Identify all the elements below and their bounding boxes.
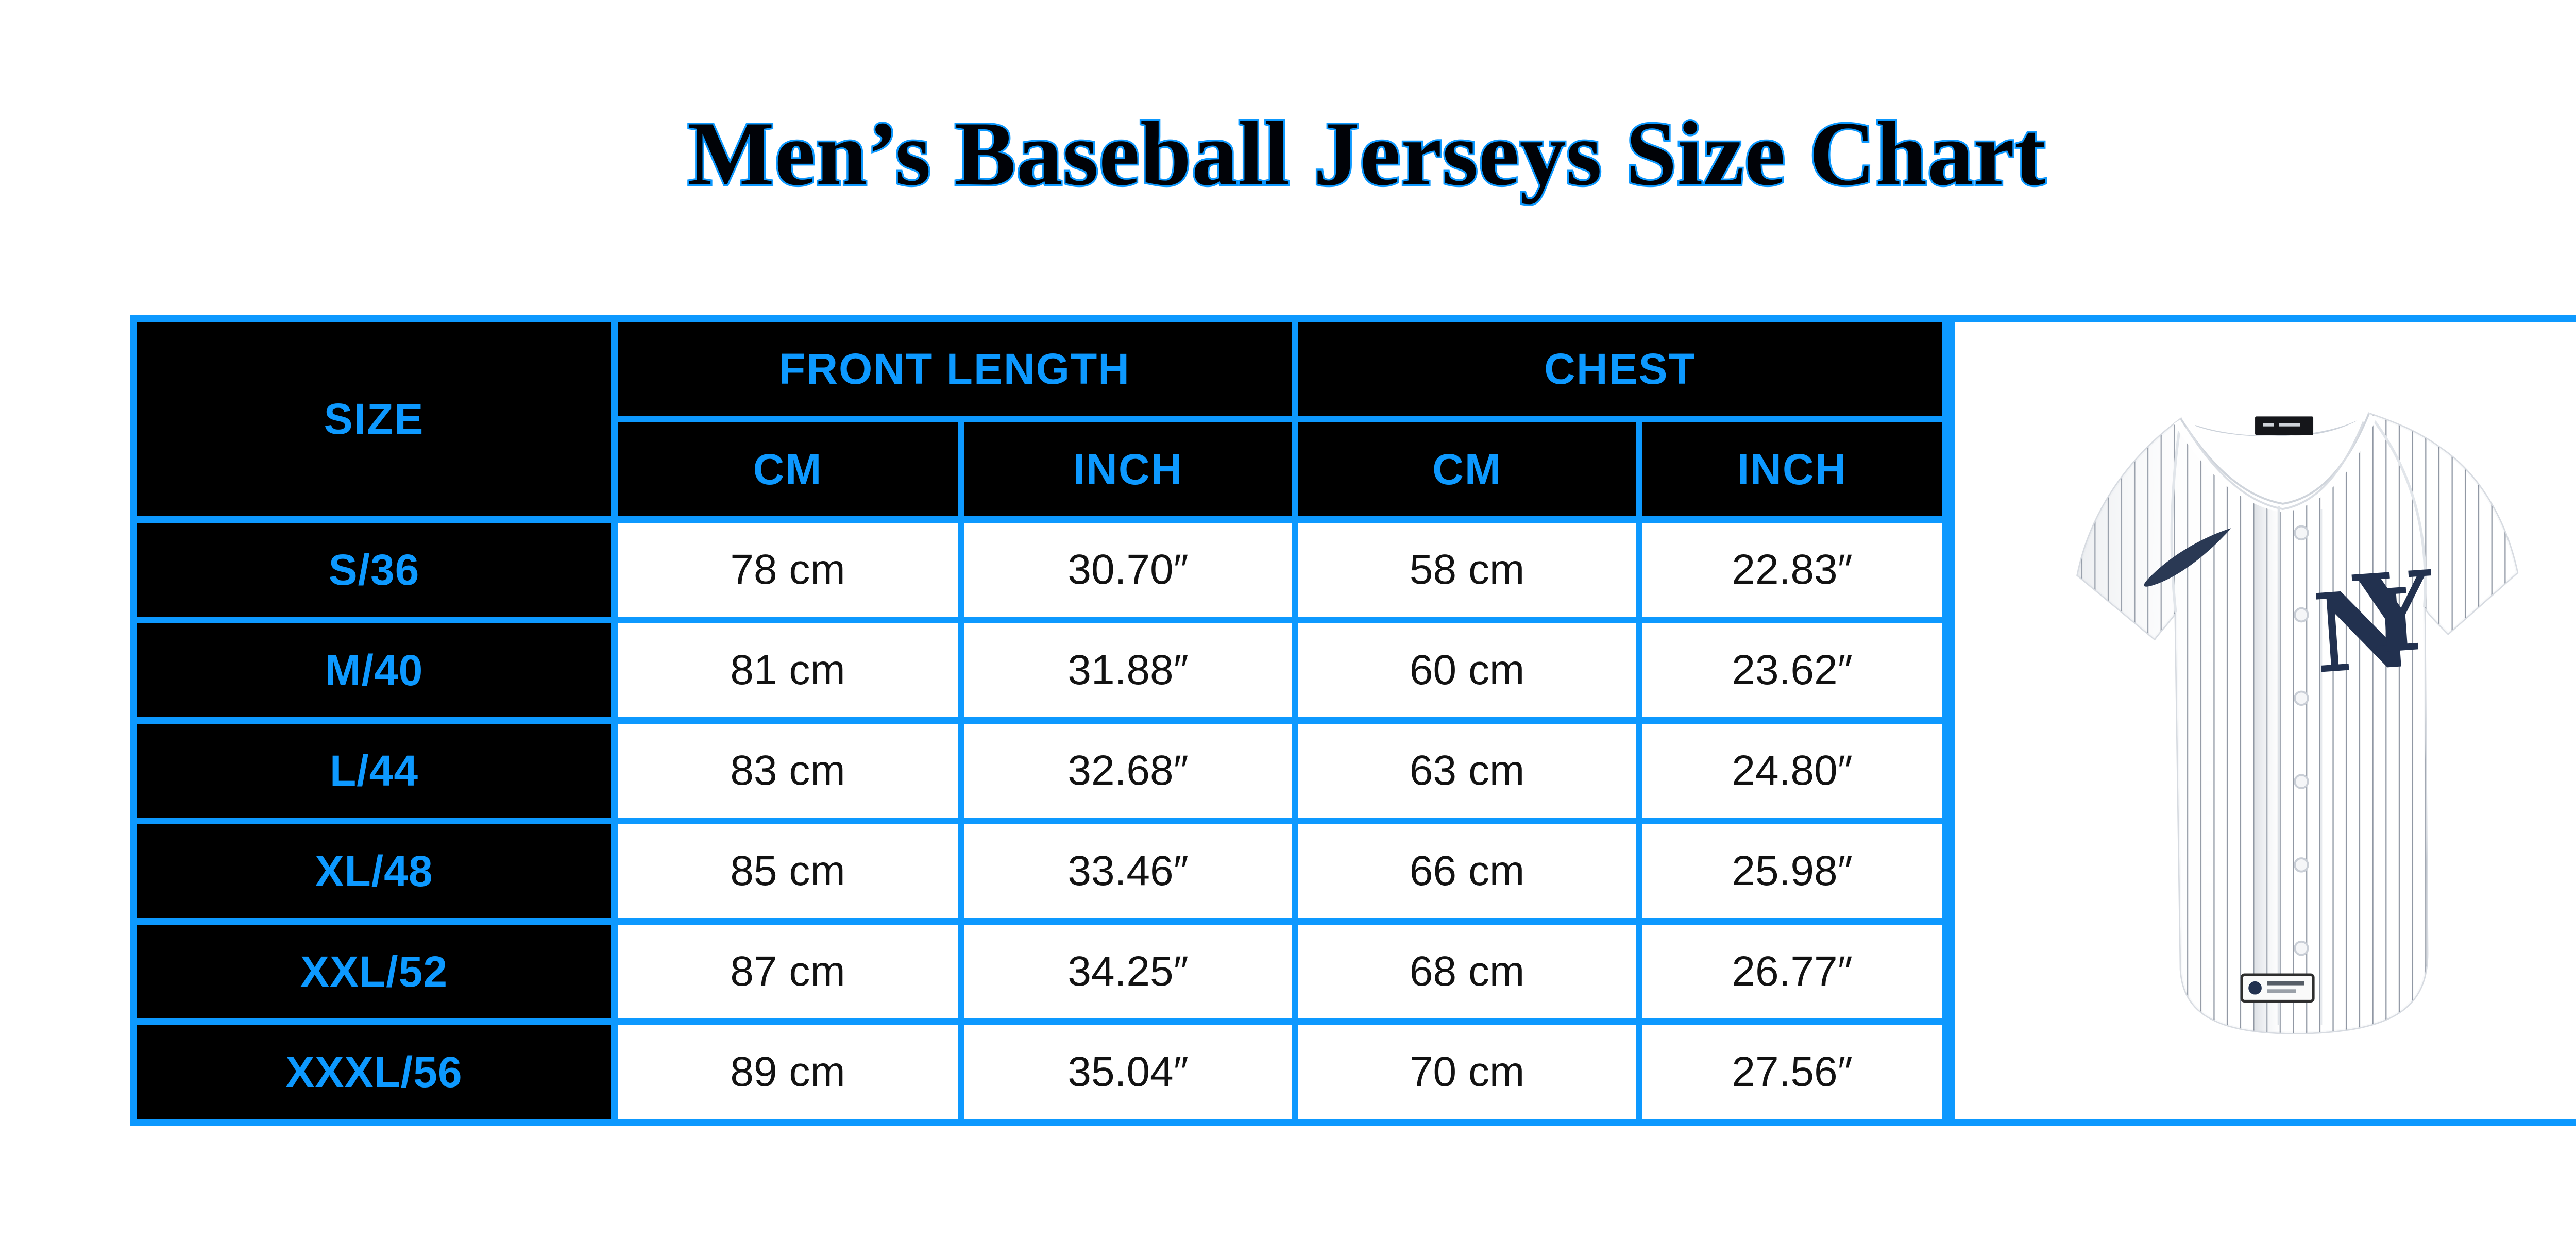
- collar-tag: [2255, 416, 2313, 435]
- header-chest-cm: CM: [1298, 422, 1636, 516]
- chest-cm-value: 66 cm: [1298, 824, 1636, 918]
- button-placket: [2277, 506, 2322, 1025]
- table-row: L/44 83 cm 32.68″ 63 cm 24.80″: [137, 724, 1942, 818]
- chest-cm-value: 63 cm: [1298, 724, 1636, 818]
- chest-inch-value: 26.77″: [1642, 925, 1942, 1018]
- table-row: XL/48 85 cm 33.46″ 66 cm 25.98″: [137, 824, 1942, 918]
- chest-cm-value: 60 cm: [1298, 623, 1636, 717]
- front-inch-value: 33.46″: [964, 824, 1292, 918]
- content-row: SIZE FRONT LENGTH CHEST CM INCH CM INCH …: [130, 315, 2576, 1126]
- header-front-length: FRONT LENGTH: [618, 322, 1292, 416]
- table-row: XXXL/56 89 cm 35.04″ 70 cm 27.56″: [137, 1025, 1942, 1119]
- ny-logo-letter-n: N: [2309, 564, 2417, 698]
- ny-logo: N Y: [2309, 546, 2438, 698]
- size-label: L/44: [137, 724, 611, 818]
- size-label: XXL/52: [137, 925, 611, 1018]
- ny-logo-letter-y: Y: [2350, 546, 2438, 679]
- header-size: SIZE: [137, 322, 611, 516]
- chest-inch-value: 23.62″: [1642, 623, 1942, 717]
- table-row: M/40 81 cm 31.88″ 60 cm 23.62″: [137, 623, 1942, 717]
- front-inch-value: 31.88″: [964, 623, 1292, 717]
- front-cm-value: 87 cm: [618, 925, 958, 1018]
- front-inch-value: 32.68″: [964, 724, 1292, 818]
- sleeve-seam-left: [2170, 418, 2182, 613]
- table-row: XXL/52 87 cm 34.25″ 68 cm 26.77″: [137, 925, 1942, 1018]
- header-front-cm: CM: [618, 422, 958, 516]
- collar-edge-inner: [2185, 421, 2364, 510]
- page-title-svg: Men’s Baseball Jerseys Size Chart: [686, 101, 2047, 207]
- header-front-inch: INCH: [964, 422, 1292, 516]
- front-cm-value: 89 cm: [618, 1025, 958, 1119]
- front-inch-value: 35.04″: [964, 1025, 1292, 1119]
- chest-inch-value: 27.56″: [1642, 1025, 1942, 1119]
- size-label: XL/48: [137, 824, 611, 918]
- nike-swoosh-icon: [2143, 528, 2231, 587]
- jock-tag: [2240, 973, 2315, 1003]
- front-cm-value: 83 cm: [618, 724, 958, 818]
- chest-cm-value: 68 cm: [1298, 925, 1636, 1018]
- size-label: M/40: [137, 623, 611, 717]
- front-inch-value: 34.25″: [964, 925, 1292, 1018]
- jersey-image-panel: N Y: [1948, 315, 2576, 1126]
- front-cm-value: 85 cm: [618, 824, 958, 918]
- header-chest-inch: INCH: [1642, 422, 1942, 516]
- table-header-row-units: CM INCH CM INCH: [137, 422, 1942, 516]
- front-cm-value: 78 cm: [618, 523, 958, 617]
- header-chest: CHEST: [1298, 322, 1942, 416]
- size-table: SIZE FRONT LENGTH CHEST CM INCH CM INCH …: [130, 315, 1949, 1126]
- chest-inch-value: 22.83″: [1642, 523, 1942, 617]
- chest-cm-value: 58 cm: [1298, 523, 1636, 617]
- page-title: Men’s Baseball Jerseys Size Chart: [688, 103, 2046, 205]
- size-label: S/36: [137, 523, 611, 617]
- front-cm-value: 81 cm: [618, 623, 958, 717]
- chest-inch-value: 25.98″: [1642, 824, 1942, 918]
- table-row: S/36 78 cm 30.70″ 58 cm 22.83″: [137, 523, 1942, 617]
- chest-inch-value: 24.80″: [1642, 724, 1942, 818]
- page-title-block: Men’s Baseball Jerseys Size Chart: [0, 67, 2576, 232]
- jersey-illustration: N Y: [2076, 410, 2518, 1034]
- chest-cm-value: 70 cm: [1298, 1025, 1636, 1119]
- size-label: XXXL/56: [137, 1025, 611, 1119]
- front-inch-value: 30.70″: [964, 523, 1292, 617]
- table-header-row-groups: SIZE FRONT LENGTH CHEST: [137, 322, 1942, 516]
- sleeve-seam-right: [2367, 413, 2427, 607]
